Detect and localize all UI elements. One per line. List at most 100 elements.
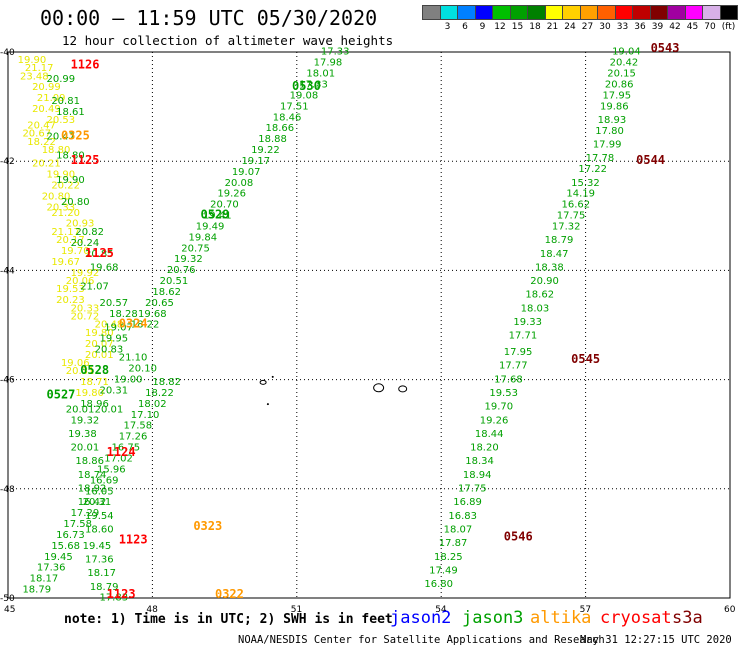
wave-height-label: 20.86	[605, 79, 634, 90]
wave-height-label: 18.74	[78, 470, 107, 481]
wave-height-label: 20.99	[47, 74, 76, 85]
y-axis-tick-label: -48	[0, 485, 15, 495]
wave-height-label: 17.36	[37, 563, 66, 574]
wave-height-label: 18.82	[152, 377, 181, 388]
wave-height-label: 19.68	[90, 262, 119, 273]
wave-height-label: 18.34	[465, 456, 494, 467]
wave-height-label: 19.26	[217, 189, 246, 200]
wave-height-label: 20.93	[66, 219, 95, 230]
wave-height-label: 20.99	[32, 82, 61, 93]
wave-height-label: 19.92	[71, 268, 100, 279]
color-scale-tick: 21	[546, 22, 559, 32]
y-axis-tick-label: -50	[0, 594, 15, 604]
wave-height-label: 20.10	[128, 363, 157, 374]
wave-height-label: 20.47	[27, 120, 56, 131]
color-scale-swatch	[719, 5, 738, 20]
satellite-legend-item: jason3	[462, 608, 524, 628]
wave-height-label: 18.62	[152, 287, 181, 298]
map-frame	[7, 51, 731, 599]
wave-height-label: 17.77	[499, 361, 528, 372]
wave-height-label: 19.90	[56, 175, 85, 186]
wave-height-label: 17.49	[429, 565, 458, 576]
wave-height-label: 15.68	[51, 541, 80, 552]
color-scale-tick: 39	[651, 22, 664, 32]
wave-height-label: 20.81	[51, 96, 80, 107]
wave-height-label: 20.51	[160, 276, 189, 287]
wave-height-label: 20.75	[181, 243, 210, 254]
wave-height-label: 17.10	[131, 410, 160, 421]
wave-height-label: 19.33	[513, 317, 542, 328]
wave-height-label: 17.75	[557, 211, 586, 222]
wave-height-label: 14.19	[566, 189, 595, 200]
wave-height-label: 16.69	[90, 475, 119, 486]
color-scale-tick: 12	[494, 22, 506, 32]
wave-height-label: 18.44	[475, 429, 504, 440]
x-axis-tick-label: 51	[291, 605, 302, 615]
y-axis-tick-label: -42	[0, 157, 15, 167]
wave-height-label: 19.53	[489, 388, 518, 399]
page-title: 00:00 – 11:59 UTC 05/30/2020	[40, 6, 378, 30]
wave-height-label: 18.80	[56, 150, 85, 161]
wave-height-label: 18.03	[521, 303, 550, 314]
wave-height-label: 17.22	[578, 164, 607, 175]
pass-time-label: 1125	[71, 153, 100, 167]
wave-height-label: 19.80	[75, 388, 104, 399]
pass-time-label: 1125	[85, 246, 114, 260]
wave-height-label: 19.45	[44, 552, 73, 563]
wave-height-label: 18.28	[109, 309, 138, 320]
wave-height-label: 18.80	[42, 145, 71, 156]
pass-time-label: 0325	[61, 128, 90, 142]
wave-height-label: 20.85	[85, 249, 114, 260]
wave-height-label: 20.22	[51, 181, 80, 192]
pass-time-label: 0528	[80, 363, 109, 377]
y-axis-tick-label: -46	[0, 376, 15, 386]
wave-height-label: 17.99	[593, 140, 622, 151]
x-axis-tick-label: 45	[4, 605, 15, 615]
wave-height-label: 20.42	[610, 58, 639, 69]
wave-height-label: 19.54	[85, 511, 114, 522]
pass-time-label: 1123	[107, 587, 136, 601]
wave-height-label: 17.95	[504, 347, 533, 358]
wave-height-label: 19.70	[61, 246, 90, 257]
wave-height-label: 18.22	[145, 388, 174, 399]
wave-height-label: 20.76	[167, 265, 196, 276]
color-scale-tick: 24	[564, 22, 576, 32]
wave-height-label: 21.09	[37, 93, 66, 104]
wave-height-label: 18.17	[30, 574, 59, 585]
x-axis-tick-label: 48	[146, 605, 158, 615]
wave-height-label: 18.79	[90, 582, 119, 593]
wave-height-label: 20.08	[225, 178, 254, 189]
y-axis-tick-label: -40	[0, 48, 15, 58]
wave-height-label: 17.78	[586, 153, 615, 164]
wave-height-label: 16.80	[424, 579, 453, 590]
wave-height-label: 19.32	[174, 254, 203, 265]
wave-height-label: 15.32	[571, 178, 600, 189]
wave-height-label: 15.96	[97, 464, 126, 475]
wave-height-label: 17.71	[509, 331, 538, 342]
wave-height-label: 18.20	[470, 443, 499, 454]
wave-height-label: 20.33	[71, 303, 100, 314]
wave-height-label: 19.68	[138, 309, 167, 320]
wave-height-label: 20.01	[71, 443, 100, 454]
wave-height-label: 18.96	[80, 399, 109, 410]
wave-height-label: 18.88	[258, 134, 287, 145]
wave-height-label: 21.10	[119, 352, 148, 363]
wave-height-label: 18.47	[540, 249, 569, 260]
wave-height-label: 19.67	[51, 257, 80, 268]
wave-height-label: 18.92	[78, 484, 107, 495]
color-scale-tick: 30	[599, 22, 611, 32]
wave-height-label: 18.38	[535, 262, 564, 273]
wave-height-label: 17.58	[63, 519, 92, 530]
wave-height-label: 18.60	[85, 524, 114, 535]
wave-height-label: 17.02	[104, 454, 133, 465]
wave-height-label: 19.45	[83, 541, 112, 552]
wave-height-label: 20.23	[56, 295, 85, 306]
satellite-legend-item: s3a	[672, 608, 703, 628]
wave-height-label: 18.79	[545, 235, 574, 246]
wave-height-label: 20.47	[47, 131, 76, 142]
wave-height-label: 16.73	[56, 530, 85, 541]
satellite-legend-item: jason2	[390, 608, 452, 628]
wave-height-label: 17.68	[494, 374, 523, 385]
color-scale-tick: 42	[669, 22, 681, 32]
wave-height-label: 20.49	[32, 104, 61, 115]
